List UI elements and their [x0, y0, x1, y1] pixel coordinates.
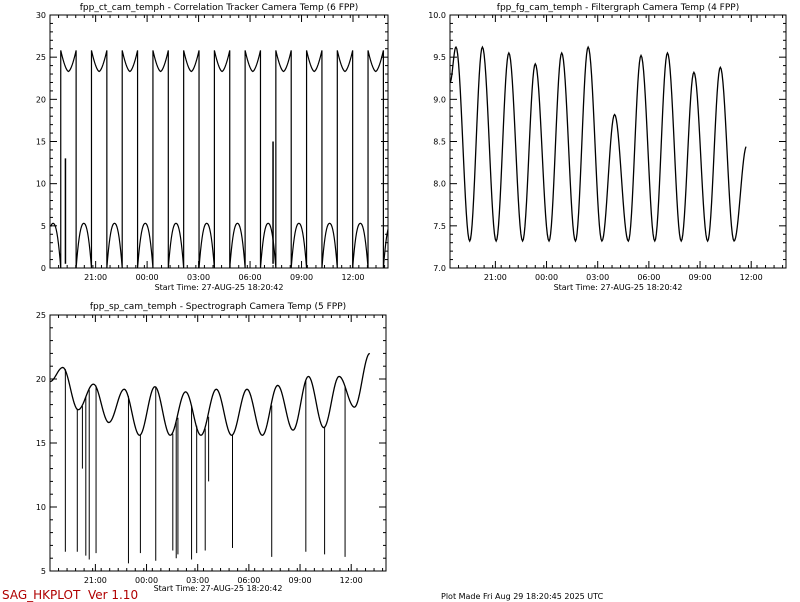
- x-tick-label: 03:00: [586, 273, 609, 282]
- program-name: SAG_HKPLOT: [2, 588, 81, 602]
- y-tick-label: 20: [36, 95, 46, 104]
- chart-1: fpp_ct_cam_temph - Correlation Tracker C…: [36, 3, 389, 292]
- y-tick-label: 20: [36, 375, 46, 384]
- plot-frame: [449, 14, 787, 269]
- chart-2: fpp_fg_cam_temph - Filtergraph Camera Te…: [428, 3, 787, 292]
- program-label: SAG_HKPLOT Ver 1.10: [2, 588, 138, 602]
- y-tick-label: 8.0: [433, 180, 446, 189]
- chart-title: fpp_sp_cam_temph - Spectrograph Camera T…: [90, 302, 346, 312]
- y-tick-label: 25: [36, 311, 46, 320]
- y-tick-label: 10.0: [428, 11, 446, 20]
- x-tick-label: 21:00: [84, 273, 107, 282]
- x-axis-label: Start Time: 27-AUG-25 18:20:42: [554, 283, 683, 292]
- x-tick-label: 09:00: [289, 576, 312, 585]
- program-version: Ver 1.10: [87, 588, 139, 602]
- x-axis-label: Start Time: 27-AUG-25 18:20:42: [154, 584, 283, 593]
- x-tick-label: 12:00: [740, 273, 763, 282]
- x-tick-label: 00:00: [135, 576, 158, 585]
- x-tick-label: 03:00: [186, 576, 209, 585]
- series-line: [50, 50, 389, 269]
- series-line: [49, 352, 371, 437]
- x-tick-label: 09:00: [689, 273, 712, 282]
- x-axis-label: Start Time: 27-AUG-25 18:20:42: [155, 283, 284, 292]
- x-tick-label: 00:00: [535, 273, 558, 282]
- y-tick-label: 5: [41, 222, 46, 231]
- y-tick-label: 10: [36, 503, 46, 512]
- chart-title: fpp_fg_cam_temph - Filtergraph Camera Te…: [497, 3, 739, 13]
- y-tick-label: 5: [41, 567, 46, 576]
- y-tick-label: 8.5: [433, 138, 446, 147]
- x-tick-label: 00:00: [136, 273, 159, 282]
- y-tick-label: 15: [36, 439, 46, 448]
- x-tick-label: 21:00: [484, 273, 507, 282]
- y-tick-label: 7.0: [433, 264, 446, 273]
- x-tick-label: 06:00: [239, 273, 262, 282]
- x-tick-label: 06:00: [237, 576, 260, 585]
- x-tick-label: 12:00: [340, 576, 363, 585]
- chart-3: fpp_sp_cam_temph - Spectrograph Camera T…: [36, 302, 387, 593]
- chart-title: fpp_ct_cam_temph - Correlation Tracker C…: [80, 3, 359, 13]
- y-tick-label: 9.5: [433, 53, 446, 62]
- x-tick-label: 21:00: [84, 576, 107, 585]
- plot-made-label: Plot Made Fri Aug 29 18:20:45 2025 UTC: [441, 592, 604, 601]
- y-tick-label: 9.0: [433, 95, 446, 104]
- plot-frame: [49, 314, 387, 572]
- x-tick-label: 03:00: [187, 273, 210, 282]
- series-line: [449, 45, 747, 243]
- x-tick-label: 09:00: [290, 273, 313, 282]
- y-tick-label: 30: [36, 11, 46, 20]
- x-tick-label: 06:00: [637, 273, 660, 282]
- y-tick-label: 0: [41, 264, 46, 273]
- y-tick-label: 25: [36, 53, 46, 62]
- y-tick-label: 10: [36, 180, 46, 189]
- y-tick-label: 7.5: [433, 222, 446, 231]
- x-tick-label: 12:00: [341, 273, 364, 282]
- y-tick-label: 15: [36, 138, 46, 147]
